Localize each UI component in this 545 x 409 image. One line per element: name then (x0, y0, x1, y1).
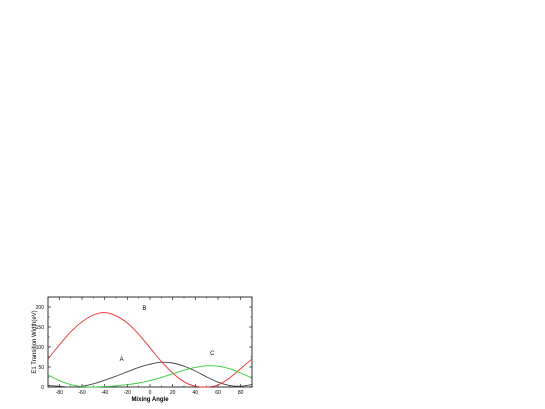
x-axis-title: Mixing Angle (131, 397, 169, 403)
x-tick-label: 80 (238, 390, 244, 396)
series-label-B: B (142, 306, 146, 312)
series-line-B (47, 312, 253, 388)
plot-frame (47, 296, 253, 388)
y-tick-label: 150 (36, 325, 45, 331)
x-tick-label: 20 (170, 390, 176, 396)
x-tick-label: -80 (56, 390, 63, 396)
x-tick-label: -20 (124, 390, 131, 396)
x-tick-label: -60 (78, 390, 85, 396)
series-group (47, 312, 253, 388)
y-axis-title: E1 Transition Width(eV) (32, 310, 38, 373)
series-label-C: C (210, 351, 215, 357)
y-tick-label: 50 (38, 365, 44, 371)
axis-ticks: -80 -60 -40 -20 0 20 40 60 80 0 50 100 150 200 (36, 297, 253, 396)
y-tick-label: 0 (41, 385, 44, 391)
y-tick-label: 100 (36, 345, 45, 351)
series-label-A: A (120, 357, 124, 363)
y-tick-label: 200 (36, 305, 45, 311)
x-tick-label: 40 (193, 390, 199, 396)
x-tick-label: 0 (149, 390, 152, 396)
x-tick-label: 60 (215, 390, 221, 396)
x-tick-label: -40 (101, 390, 108, 396)
series-line-C (47, 365, 253, 388)
annotation-group: A B C (120, 306, 216, 363)
